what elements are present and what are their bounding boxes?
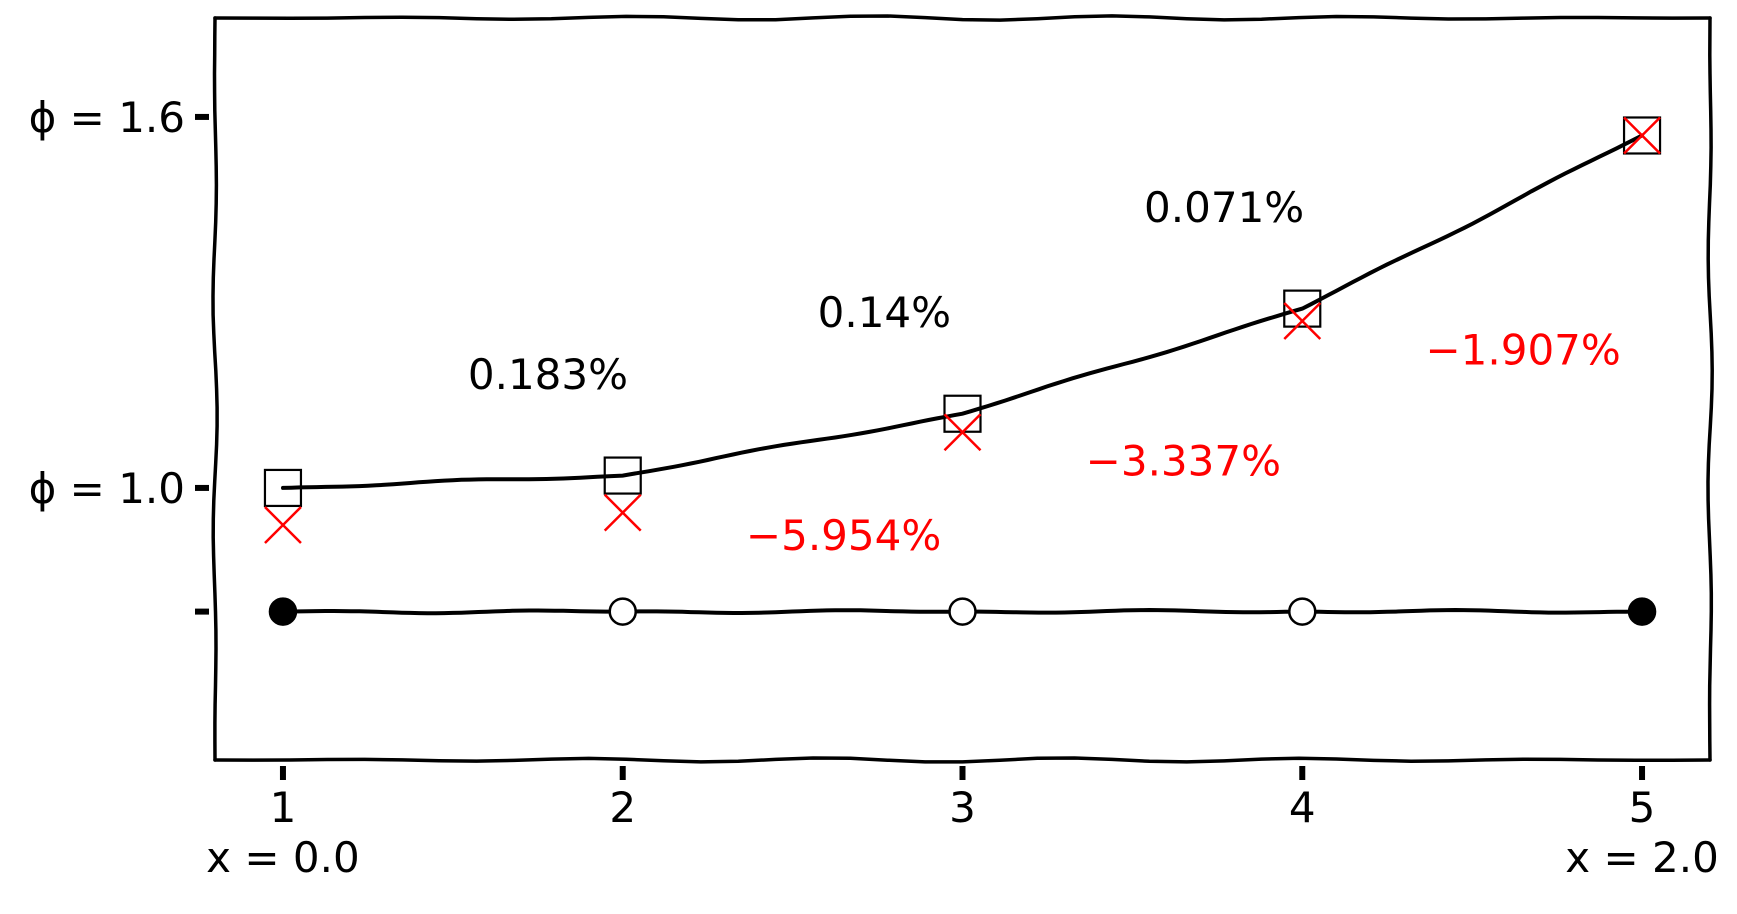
x-tick-label: 5: [1629, 783, 1656, 832]
x-tick-label: 3: [949, 783, 976, 832]
x-marker: [603, 493, 642, 532]
x-marker: [1623, 116, 1661, 155]
annotation-label: 0.183%: [468, 350, 628, 399]
square-marker: [603, 456, 642, 495]
x-tick-label: 2: [609, 783, 636, 832]
open-node-marker: [1288, 597, 1317, 626]
filled-node-marker: [268, 597, 298, 626]
x-sublabel: x = 2.0: [1565, 833, 1719, 882]
annotation-label: 0.071%: [1144, 183, 1304, 232]
annotation-label: −3.337%: [1086, 437, 1281, 486]
axis-ticks: [195, 113, 1646, 780]
annotation-label: 0.14%: [818, 288, 951, 337]
frame-right: [1706, 16, 1714, 762]
open-node-marker: [948, 597, 977, 626]
square-marker: [1622, 116, 1662, 155]
x-tick-label: 1: [270, 783, 297, 832]
square-marker: [263, 468, 303, 508]
series-markers: [263, 116, 1662, 626]
x-tick-label: 4: [1289, 783, 1316, 832]
y-tick-label: ϕ = 1.6: [29, 93, 185, 142]
axes-frame: [211, 14, 1714, 764]
y-tick-label: ϕ = 1.0: [29, 464, 185, 513]
frame-bottom: [213, 756, 1712, 764]
filled-node-marker: [1627, 597, 1657, 626]
annotation-label: −5.954%: [746, 511, 941, 560]
annotation-label: −1.907%: [1425, 325, 1620, 374]
chart-labels: 1 2 3 4 5 x = 0.0 x = 2.0 ϕ = 1.6 ϕ = 1.0 0.183% 0…: [29, 93, 1719, 882]
series-line-reference: [281, 133, 1644, 490]
x-marker: [943, 413, 982, 452]
square-marker: [1283, 289, 1322, 328]
frame-top: [213, 14, 1712, 22]
open-node-marker: [608, 597, 637, 626]
x-marker: [264, 506, 302, 544]
x-marker: [1283, 302, 1322, 340]
frame-left: [211, 16, 219, 762]
x-sublabel: x = 0.0: [206, 833, 360, 882]
